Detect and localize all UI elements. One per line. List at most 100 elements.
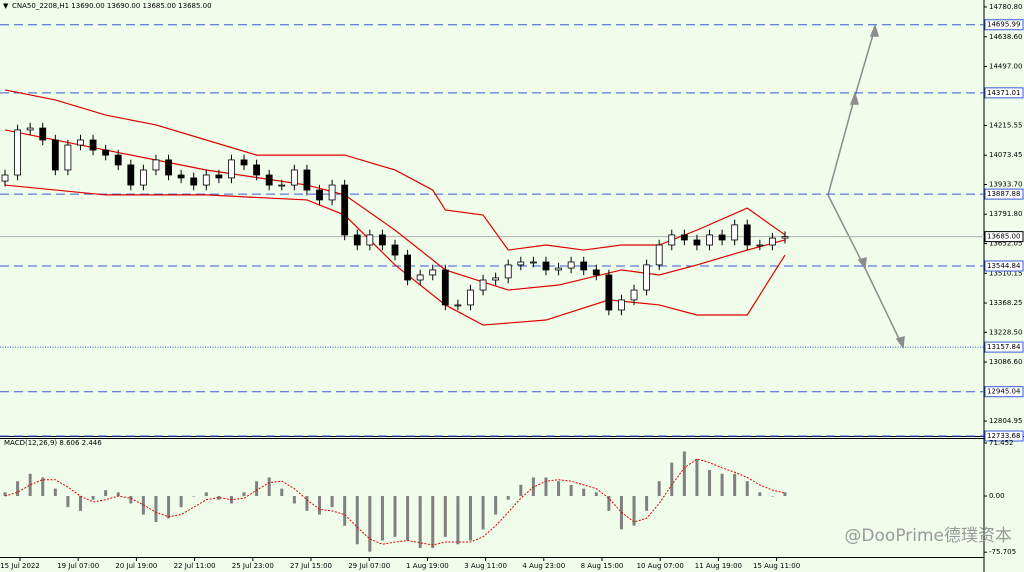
macd-bar <box>519 484 523 497</box>
candle-body <box>416 274 424 281</box>
macd-bar <box>179 496 183 508</box>
candle-body <box>605 274 613 311</box>
candle-body <box>769 237 776 246</box>
macd-bar <box>670 462 674 497</box>
x-tick-label: 19 Jul 07:00 <box>57 562 99 570</box>
arrow-line <box>863 265 903 346</box>
x-tick-label: 10 Aug 07:00 <box>637 562 684 570</box>
bollinger-band <box>4 129 786 291</box>
candle-body <box>102 149 110 156</box>
candle-body <box>39 127 47 141</box>
watermark: @DooPrime德璞资本 <box>844 526 1012 546</box>
arrow-line <box>827 194 865 267</box>
level-label-box <box>984 87 1024 99</box>
candle-body <box>580 261 588 271</box>
y-tick-label: 71.452 <box>989 439 1014 447</box>
macd-bar <box>305 496 309 511</box>
macd-bar <box>204 492 208 497</box>
macd-bar <box>758 492 762 497</box>
candle-body <box>14 129 21 176</box>
candle-body <box>391 244 399 256</box>
candle-body <box>655 244 663 266</box>
y-tick-label: 14497.00 <box>989 62 1022 70</box>
y-tick-label: 0.00 <box>989 492 1005 500</box>
macd-bar <box>569 484 573 497</box>
x-tick-label: 25 Jul 23:00 <box>232 562 274 570</box>
macd-bar <box>355 496 359 545</box>
candle-body <box>328 184 336 201</box>
macd-bar <box>16 481 20 497</box>
y-tick-label: 14215.55 <box>989 121 1022 129</box>
macd-bar <box>192 496 196 497</box>
candle-body <box>114 154 122 166</box>
candle-body <box>1 174 9 182</box>
candle-body <box>89 139 97 151</box>
macd-bar <box>53 488 57 497</box>
last-price-label: 13685.00 <box>987 233 1020 241</box>
macd-bar <box>242 492 246 497</box>
y-tick-label: 13510.15 <box>989 269 1022 277</box>
level-label-box <box>984 260 1024 272</box>
macd-bar <box>91 496 95 500</box>
macd-bar <box>645 496 649 511</box>
candle-body <box>51 139 59 171</box>
macd-bar <box>594 492 598 497</box>
candle-body <box>228 159 235 179</box>
candle-body <box>555 267 562 271</box>
macd-bar <box>783 492 787 497</box>
candle-body <box>668 234 676 246</box>
candle-body <box>706 234 713 246</box>
macd-bar <box>343 496 347 526</box>
macd-bar <box>431 496 435 548</box>
x-tick-label: 15 Jul 2022 <box>0 562 40 570</box>
candle-body <box>353 234 361 246</box>
candle-body <box>618 299 625 311</box>
candle-body <box>379 234 386 246</box>
chart-title: CNA50_2208,H1 13690.00 13690.00 13685.00… <box>12 2 212 10</box>
arrow-head <box>869 23 880 37</box>
macd-bar <box>557 481 561 497</box>
arrow-head <box>849 91 860 105</box>
macd-bar <box>393 496 397 537</box>
macd-bar <box>167 496 171 519</box>
candle-body <box>517 261 525 266</box>
candle-body <box>77 139 84 146</box>
macd-bar <box>544 477 548 497</box>
macd-bar <box>582 488 586 497</box>
x-tick-label: 8 Aug 15:00 <box>581 562 624 570</box>
macd-bar <box>217 496 221 500</box>
last-price-box <box>984 231 1024 243</box>
candle-body <box>454 304 462 307</box>
macd-bar <box>481 496 485 530</box>
x-tick-label: 20 Jul 19:00 <box>115 562 157 570</box>
candle-body <box>190 177 198 186</box>
macd-bar <box>104 490 108 497</box>
candle-body <box>492 277 500 281</box>
candle-body <box>253 164 261 176</box>
candle-body <box>781 236 789 239</box>
x-tick-label: 4 Aug 23:00 <box>522 562 565 570</box>
macd-bar <box>695 458 699 497</box>
macd-bar <box>443 496 447 537</box>
macd-signal <box>4 458 786 546</box>
macd-bar <box>607 496 611 511</box>
macd-bar <box>78 496 82 511</box>
x-tick-label: 22 Jul 11:00 <box>174 562 216 570</box>
candle-body <box>341 184 349 236</box>
candle-body <box>316 189 323 201</box>
candle-body <box>127 164 135 186</box>
candle-body <box>756 244 764 247</box>
y-tick-label: 13791.80 <box>989 210 1022 218</box>
macd-bar <box>682 451 686 497</box>
y-tick-label: 13652.05 <box>989 240 1022 248</box>
candle-body <box>479 279 487 291</box>
candle-body <box>278 184 286 187</box>
level-label: 12945.04 <box>987 388 1021 396</box>
level-label: 14371.01 <box>987 89 1020 97</box>
candle-body <box>592 269 600 276</box>
candle-body <box>177 174 185 179</box>
macd-bar <box>745 481 749 497</box>
macd-bar <box>66 496 70 508</box>
arrow-head <box>895 335 905 349</box>
